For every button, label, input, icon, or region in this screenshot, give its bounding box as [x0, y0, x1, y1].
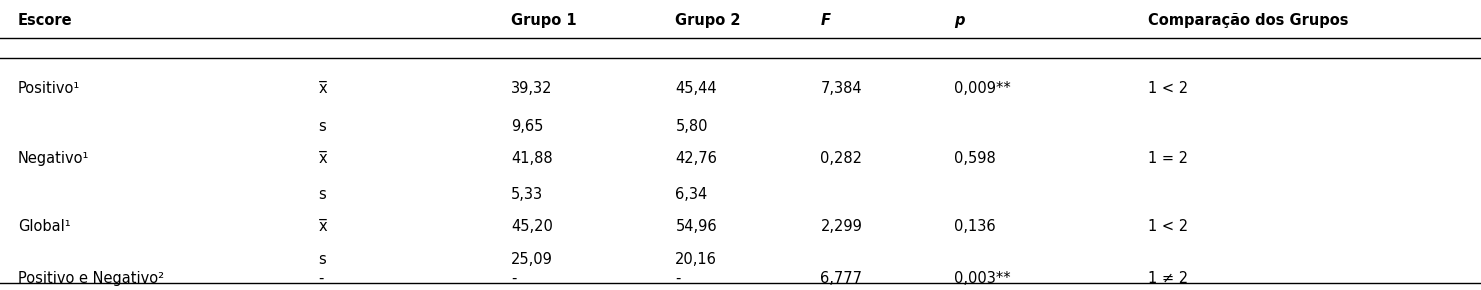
Text: 1 = 2: 1 = 2: [1148, 151, 1188, 166]
Text: p: p: [954, 13, 964, 28]
Text: s: s: [318, 119, 326, 134]
Text: 9,65: 9,65: [511, 119, 544, 134]
Text: 25,09: 25,09: [511, 252, 552, 267]
Text: x̅: x̅: [318, 151, 327, 166]
Text: F: F: [820, 13, 831, 28]
Text: 1 < 2: 1 < 2: [1148, 81, 1188, 96]
Text: 0,003**: 0,003**: [954, 271, 1010, 286]
Text: 5,80: 5,80: [675, 119, 708, 134]
Text: -: -: [675, 271, 681, 286]
Text: Comparação dos Grupos: Comparação dos Grupos: [1148, 13, 1348, 28]
Text: Grupo 2: Grupo 2: [675, 13, 740, 28]
Text: x̅: x̅: [318, 81, 327, 96]
Text: 41,88: 41,88: [511, 151, 552, 166]
Text: 39,32: 39,32: [511, 81, 552, 96]
Text: x̅: x̅: [318, 219, 327, 234]
Text: s: s: [318, 252, 326, 267]
Text: 54,96: 54,96: [675, 219, 717, 234]
Text: 1 < 2: 1 < 2: [1148, 219, 1188, 234]
Text: 0,598: 0,598: [954, 151, 995, 166]
Text: Negativo¹: Negativo¹: [18, 151, 89, 166]
Text: Grupo 1: Grupo 1: [511, 13, 576, 28]
Text: Positivo e Negativo²: Positivo e Negativo²: [18, 271, 164, 286]
Text: s: s: [318, 187, 326, 202]
Text: 2,299: 2,299: [820, 219, 862, 234]
Text: 20,16: 20,16: [675, 252, 717, 267]
Text: -: -: [511, 271, 517, 286]
Text: 7,384: 7,384: [820, 81, 862, 96]
Text: 45,20: 45,20: [511, 219, 552, 234]
Text: 0,009**: 0,009**: [954, 81, 1010, 96]
Text: 0,282: 0,282: [820, 151, 862, 166]
Text: 1 ≠ 2: 1 ≠ 2: [1148, 271, 1188, 286]
Text: Global¹: Global¹: [18, 219, 71, 234]
Text: 6,34: 6,34: [675, 187, 708, 202]
Text: 0,136: 0,136: [954, 219, 995, 234]
Text: 42,76: 42,76: [675, 151, 717, 166]
Text: Positivo¹: Positivo¹: [18, 81, 80, 96]
Text: 5,33: 5,33: [511, 187, 544, 202]
Text: Escore: Escore: [18, 13, 73, 28]
Text: 6,777: 6,777: [820, 271, 862, 286]
Text: -: -: [318, 271, 324, 286]
Text: 45,44: 45,44: [675, 81, 717, 96]
